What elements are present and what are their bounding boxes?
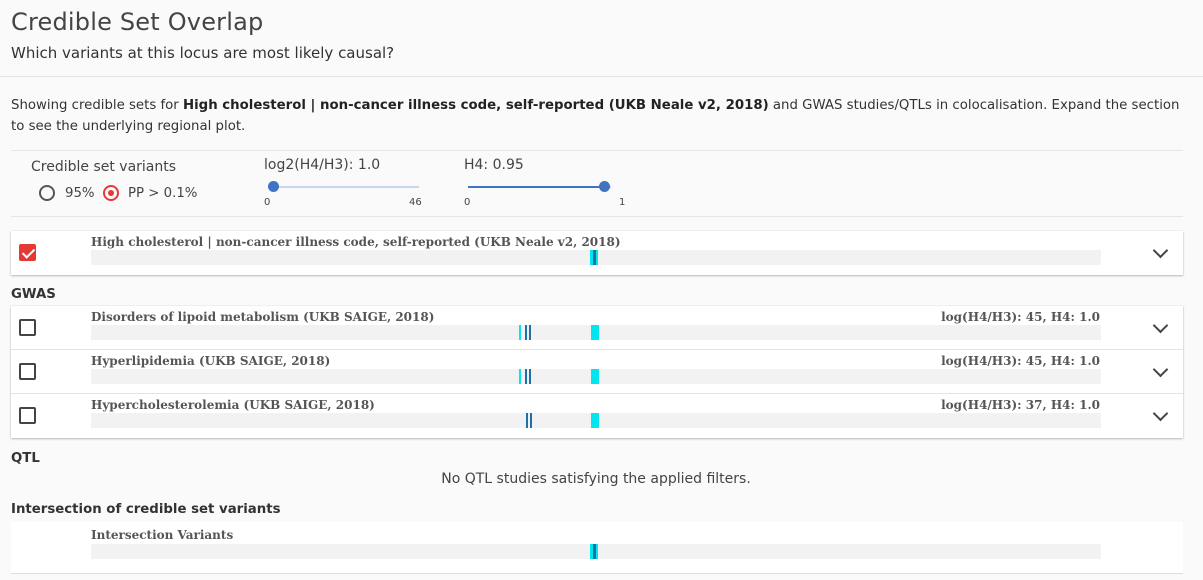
description-suffix: and GWAS studies/QTLs in colocalisation.…: [11, 98, 1180, 134]
divider: [0, 76, 1203, 77]
gwas-row-label: Disorders of lipoid metabolism (UKB SAIG…: [91, 310, 435, 324]
gwas-row-stat: log(H4/H3): 45, H4: 1.0: [941, 310, 1100, 324]
gwas-section-label: GWAS: [11, 287, 56, 302]
variant-mark: [519, 325, 521, 340]
gwas-row-track: [91, 413, 1101, 428]
variant-mark: [593, 544, 596, 559]
credible-set-label: Credible set variants: [31, 159, 177, 175]
gwas-row-stat: log(H4/H3): 37, H4: 1.0: [941, 398, 1100, 412]
description-prefix: Showing credible sets for: [11, 98, 183, 113]
variant-mark: [525, 369, 527, 384]
log2-max-tick: 46: [409, 197, 422, 208]
page-subtitle: Which variants at this locus are most li…: [11, 44, 395, 62]
log2-slider-track[interactable]: [270, 186, 419, 188]
gwas-row[interactable]: Disorders of lipoid metabolism (UKB SAIG…: [11, 306, 1183, 350]
gwas-row-label: Hypercholesterolemia (UKB SAIGE, 2018): [91, 398, 375, 412]
h4-slider-fill: [468, 186, 604, 188]
gwas-row[interactable]: Hypercholesterolemia (UKB SAIGE, 2018) l…: [11, 394, 1183, 438]
lead-study-label: High cholesterol | non-cancer illness co…: [91, 235, 621, 249]
lead-study-row[interactable]: High cholesterol | non-cancer illness co…: [11, 231, 1183, 275]
variant-mark: [529, 369, 531, 384]
radio-95-label: 95%: [65, 186, 95, 201]
variant-mark: [593, 250, 596, 265]
chevron-down-icon[interactable]: [1152, 242, 1169, 259]
gwas-row-label: Hyperlipidemia (UKB SAIGE, 2018): [91, 354, 331, 368]
log2-min-tick: 0: [264, 197, 271, 208]
h4-slider-label: H4: 0.95: [464, 157, 524, 173]
gwas-row[interactable]: Hyperlipidemia (UKB SAIGE, 2018) log(H4/…: [11, 350, 1183, 394]
intersection-track: [91, 544, 1101, 559]
lead-study-track: [91, 250, 1101, 265]
log2-slider-thumb[interactable]: [268, 181, 280, 192]
qtl-section-label: QTL: [11, 451, 40, 466]
intersection-label: Intersection Variants: [91, 528, 234, 542]
log2-slider-label: log2(H4/H3): 1.0: [264, 157, 381, 173]
chevron-down-icon[interactable]: [1152, 405, 1169, 422]
h4-max-tick: 1: [619, 197, 626, 208]
variant-mark: [529, 325, 531, 340]
variant-mark: [530, 413, 532, 428]
lead-study-checkbox[interactable]: [19, 244, 36, 261]
radio-95[interactable]: [39, 185, 55, 201]
gwas-row-stat: log(H4/H3): 45, H4: 1.0: [941, 354, 1100, 368]
h4-slider-thumb[interactable]: [598, 181, 610, 192]
chevron-down-icon[interactable]: [1152, 361, 1169, 378]
variant-mark: [519, 369, 521, 384]
radio-pp-label: PP > 0.1%: [128, 186, 198, 201]
gwas-row-checkbox[interactable]: [19, 319, 36, 336]
chevron-down-icon[interactable]: [1152, 317, 1169, 334]
description: Showing credible sets for High cholester…: [11, 95, 1186, 137]
gwas-row-track: [91, 369, 1101, 384]
variant-mark: [525, 325, 527, 340]
description-study: High cholesterol | non-cancer illness co…: [183, 98, 769, 113]
gwas-row-track: [91, 325, 1101, 340]
variant-mark: [591, 325, 599, 340]
filter-panel: Credible set variants 95% PP > 0.1% log2…: [11, 150, 1183, 217]
intersection-section-label: Intersection of credible set variants: [11, 502, 281, 517]
page-title: Credible Set Overlap: [11, 8, 264, 36]
lead-study-card: High cholesterol | non-cancer illness co…: [11, 231, 1183, 275]
variant-mark: [591, 413, 599, 428]
gwas-row-checkbox[interactable]: [19, 407, 36, 424]
variant-mark: [591, 369, 599, 384]
intersection-row: Intersection Variants: [11, 522, 1183, 574]
gwas-card: Disorders of lipoid metabolism (UKB SAIG…: [11, 306, 1183, 438]
gwas-row-checkbox[interactable]: [19, 363, 36, 380]
qtl-empty-message: No QTL studies satisfying the applied fi…: [441, 471, 751, 487]
variant-mark: [526, 413, 528, 428]
h4-min-tick: 0: [464, 197, 471, 208]
radio-pp[interactable]: [103, 185, 119, 201]
